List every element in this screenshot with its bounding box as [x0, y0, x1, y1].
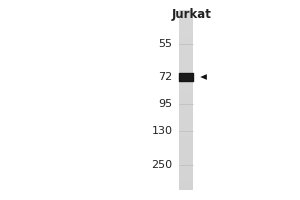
Bar: [179, 109, 193, 118]
Bar: [179, 172, 193, 181]
Bar: [179, 91, 193, 100]
Text: Jurkat: Jurkat: [172, 8, 212, 21]
Bar: [179, 28, 193, 37]
Bar: [179, 10, 193, 19]
Bar: [179, 181, 193, 190]
Bar: [179, 136, 193, 145]
Text: 55: 55: [158, 39, 172, 49]
Bar: [179, 64, 193, 73]
Polygon shape: [200, 74, 207, 80]
Bar: [179, 55, 193, 64]
Bar: [179, 127, 193, 136]
Bar: [179, 82, 193, 91]
Text: 72: 72: [158, 72, 172, 82]
Text: 95: 95: [158, 99, 172, 109]
Bar: [179, 46, 193, 55]
Text: 130: 130: [152, 126, 172, 136]
Text: 250: 250: [152, 160, 172, 170]
Bar: [179, 73, 193, 82]
Bar: [179, 145, 193, 154]
Bar: [179, 118, 193, 127]
Bar: [179, 19, 193, 28]
Bar: [179, 100, 193, 109]
Bar: [179, 163, 193, 172]
Bar: [179, 154, 193, 163]
Bar: [179, 10, 193, 190]
Bar: [179, 37, 193, 46]
